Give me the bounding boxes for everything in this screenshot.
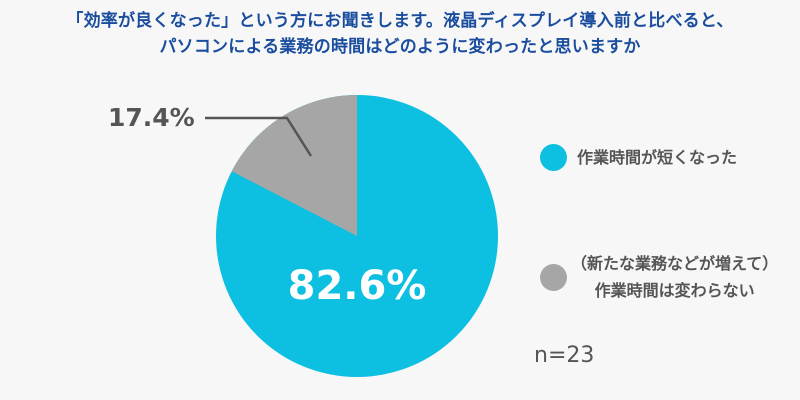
slice-label-shorter: 82.6% [287,263,427,309]
sample-size-label: n=23 [534,343,595,368]
chart-title-line-2: パソコンによる業務の時間はどのように変わったと思いますか [159,37,641,57]
slice-label-unchanged: 17.4% [108,103,195,132]
legend-dot-unchanged-icon [540,263,567,291]
chart-title-line-1: 「効率が良くなった」という方にお聞きします。液晶ディスプレイ導入前と比べると、 [66,11,734,31]
legend-label-unchanged: （新たな業務などが増えて） 作業時間は変わらない [571,250,778,304]
legend-item-shorter: 作業時間が短くなった [540,144,737,171]
legend-label-shorter: 作業時間が短くなった [577,148,738,167]
legend-item-unchanged: （新たな業務などが増えて） 作業時間は変わらない [540,250,778,304]
legend-label-unchanged-line-1: （新たな業務などが増えて） [571,254,779,273]
pie-slice-unchanged [231,95,357,236]
leader-line [205,116,313,157]
legend-dot-shorter-icon [540,144,567,171]
chart-title: 「効率が良くなった」という方にお聞きします。液晶ディスプレイ導入前と比べると、 … [0,8,800,60]
legend-label-unchanged-line-2: 作業時間は変わらない [594,281,755,300]
